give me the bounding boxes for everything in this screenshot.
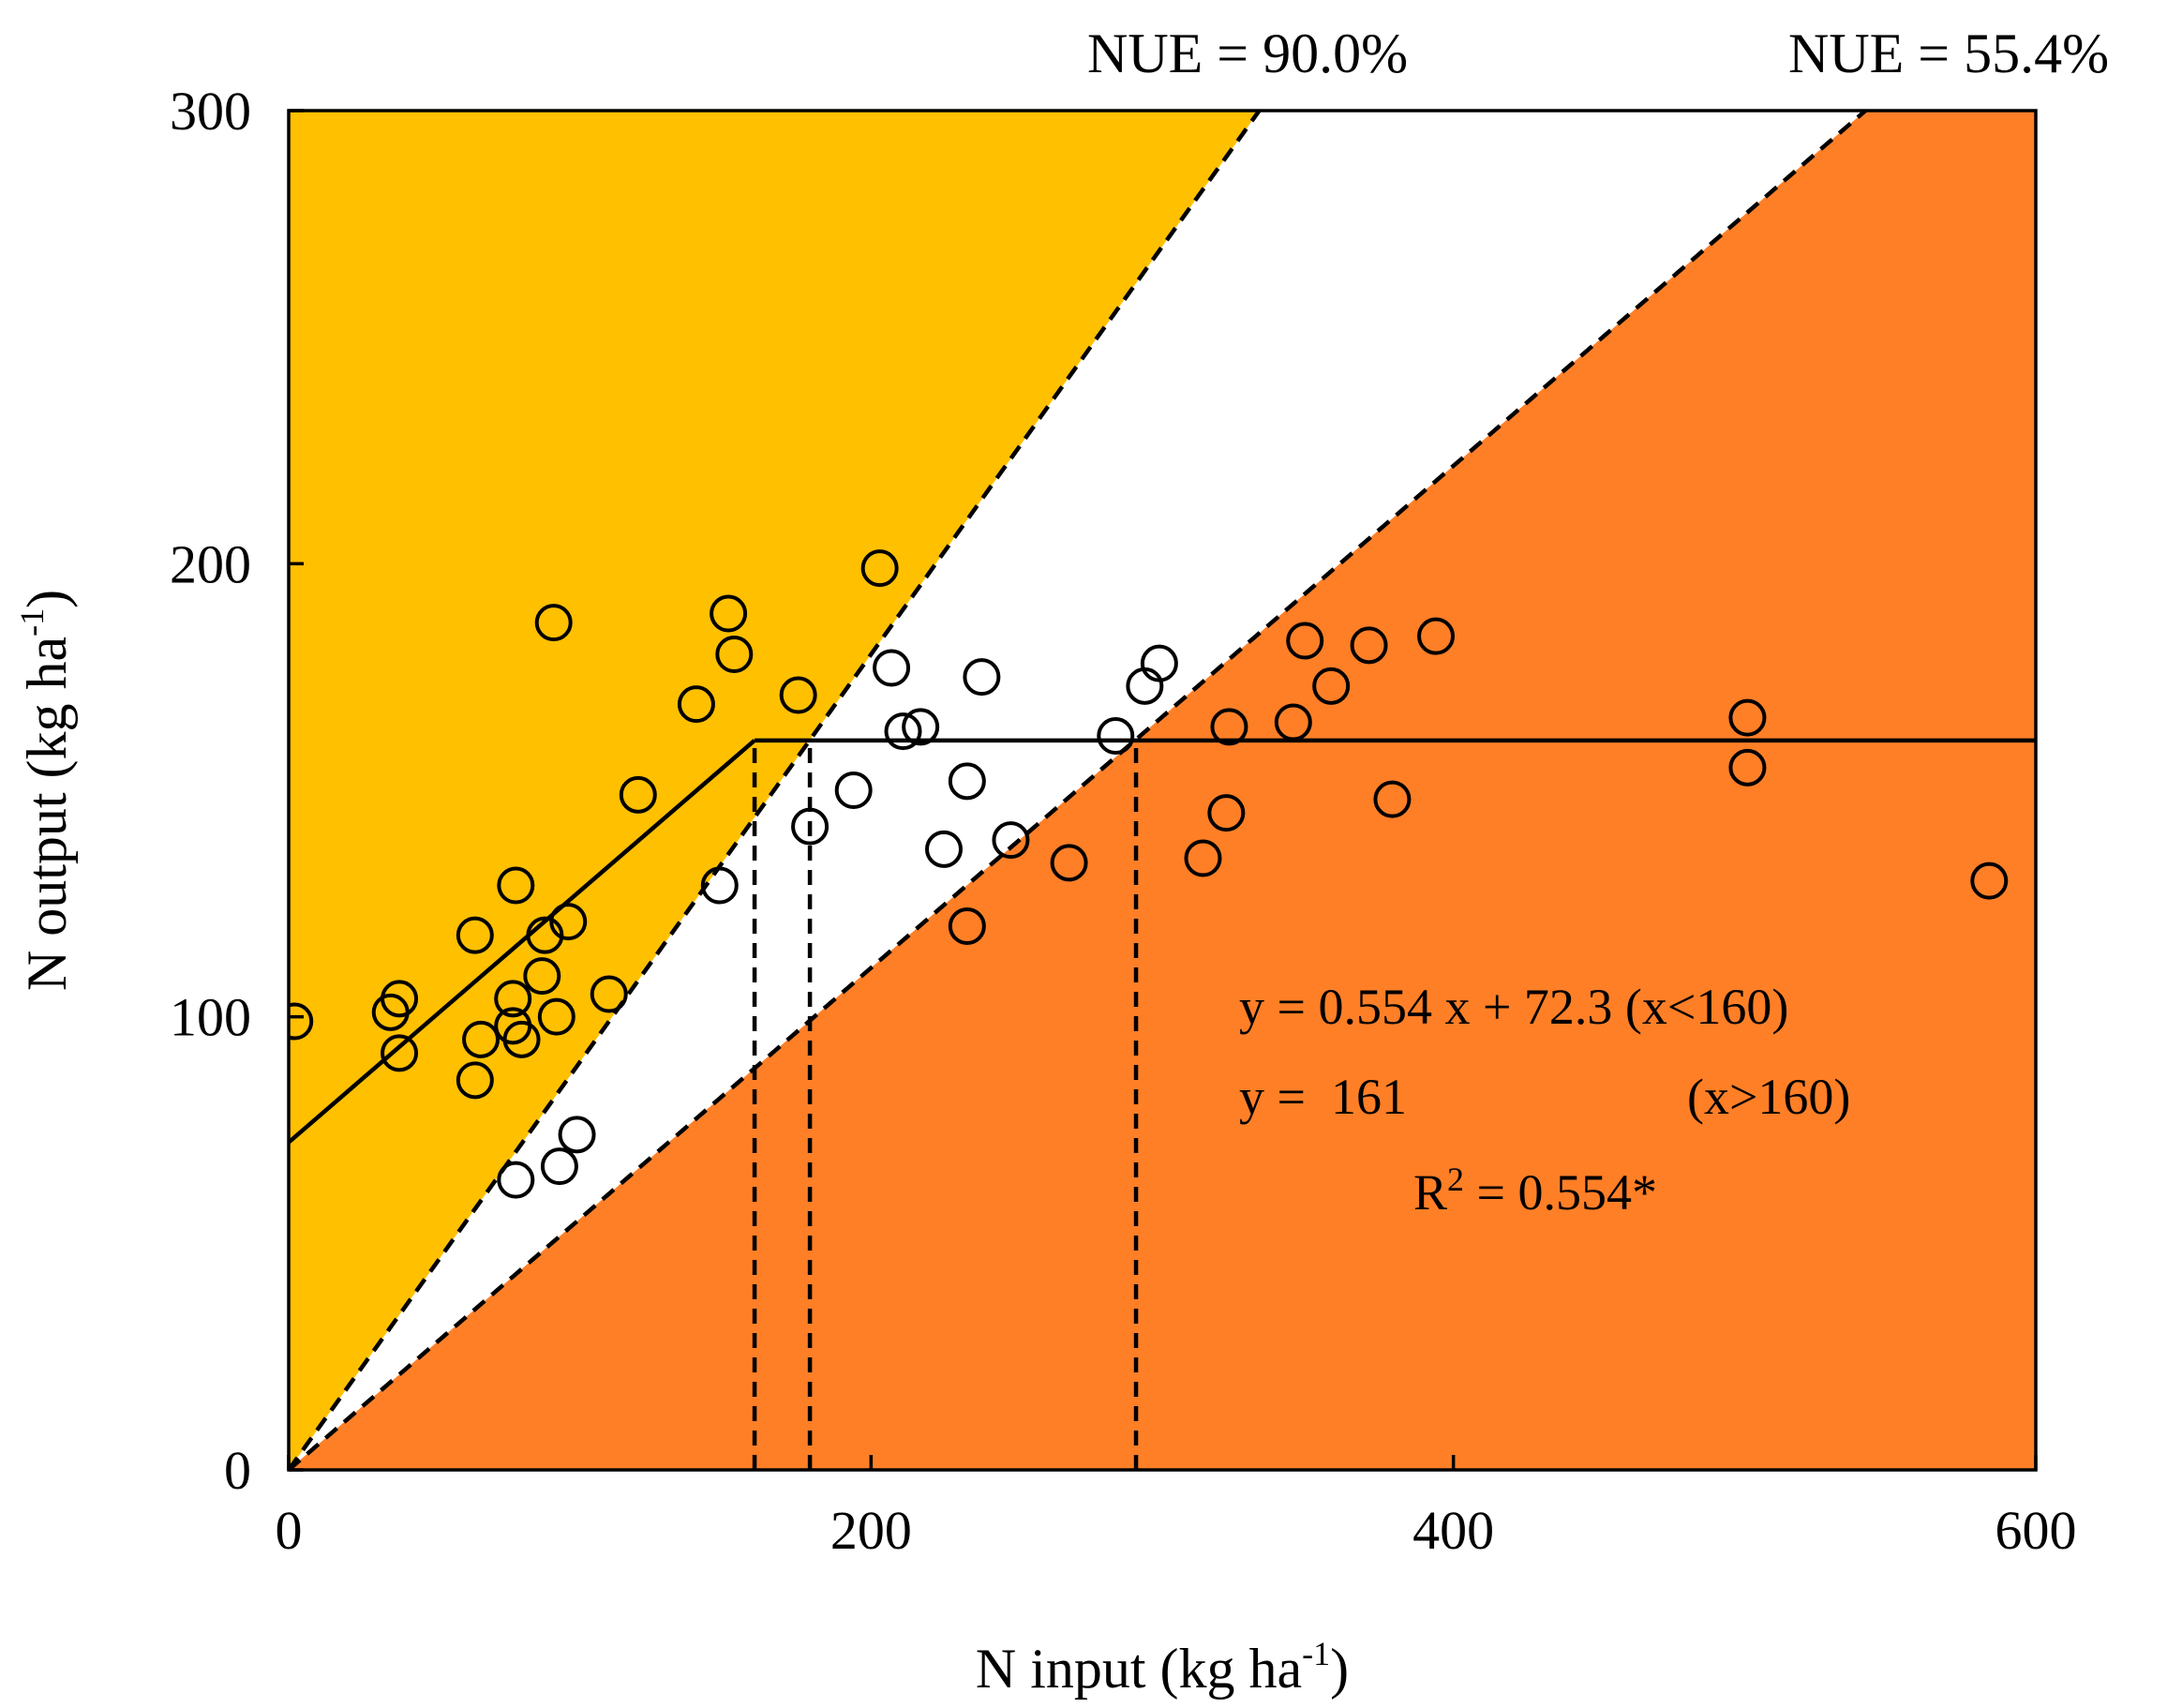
x-tick-label-1: 0 bbox=[276, 1500, 303, 1561]
x-tick-label-4: 600 bbox=[1995, 1500, 2077, 1561]
data-point-14 bbox=[534, 604, 573, 642]
data-point-36 bbox=[963, 658, 1001, 697]
plot-frame bbox=[287, 109, 2038, 1472]
data-point-18 bbox=[619, 775, 657, 814]
data-point-16 bbox=[549, 903, 588, 941]
data-point-38 bbox=[1050, 844, 1088, 882]
x-tick-label-3: 400 bbox=[1412, 1500, 1494, 1561]
data-point-42 bbox=[1184, 839, 1222, 877]
data-point-39 bbox=[1097, 717, 1135, 755]
fit-equation-linear: y = 0.554 x + 72.3 (x<160) bbox=[1239, 979, 1788, 1035]
data-point-26 bbox=[779, 676, 817, 714]
data-point-6 bbox=[456, 1061, 494, 1100]
data-point-8 bbox=[494, 980, 532, 1018]
data-point-33 bbox=[925, 830, 963, 868]
y-tick-label-2: 100 bbox=[170, 987, 251, 1048]
fit-line-linear-segment bbox=[289, 739, 756, 1145]
data-point-31 bbox=[884, 712, 922, 751]
nue-55-reference-line bbox=[289, 111, 1867, 1470]
nue-55-label: NUE = 55.4% bbox=[1788, 22, 2109, 84]
data-point-35 bbox=[948, 907, 986, 945]
data-point-22 bbox=[677, 685, 715, 724]
y-tick-label-4: 300 bbox=[170, 81, 251, 142]
data-point-12 bbox=[523, 957, 561, 996]
nue-90-reference-line bbox=[289, 111, 1262, 1470]
data-point-17 bbox=[590, 975, 628, 1013]
data-point-51 bbox=[1728, 698, 1767, 737]
data-point-47 bbox=[1312, 667, 1351, 705]
data-point-11 bbox=[502, 1020, 541, 1058]
data-point-3 bbox=[381, 980, 419, 1018]
data-point-49 bbox=[1373, 780, 1412, 818]
data-point-1 bbox=[289, 1002, 314, 1041]
y-tick-label-3: 200 bbox=[170, 533, 251, 594]
data-point-45 bbox=[1274, 703, 1312, 742]
data-point-29 bbox=[860, 549, 899, 588]
data-point-28 bbox=[834, 772, 873, 809]
y-tick-label-1: 0 bbox=[224, 1440, 251, 1501]
data-point-27 bbox=[791, 807, 829, 846]
data-point-19 bbox=[497, 1161, 535, 1199]
nue-90-label: NUE = 90.0% bbox=[1087, 22, 1408, 84]
data-point-4 bbox=[381, 1034, 419, 1072]
data-point-13 bbox=[526, 916, 564, 954]
data-point-7 bbox=[462, 1020, 501, 1058]
data-point-30 bbox=[873, 649, 911, 687]
data-point-50 bbox=[1417, 617, 1456, 655]
fit-r-squared: R2 = 0.554* bbox=[1413, 1161, 1657, 1221]
lower-nue-region bbox=[289, 111, 2036, 1470]
y-axis-label: N output (kg ha-1) bbox=[13, 590, 78, 991]
data-point-53 bbox=[1970, 861, 2009, 900]
data-point-9 bbox=[497, 866, 535, 905]
data-point-32 bbox=[902, 708, 940, 746]
data-point-21 bbox=[558, 1116, 596, 1154]
data-point-25 bbox=[715, 636, 754, 673]
axis-ticks bbox=[287, 109, 2038, 1472]
fit-equation-plateau-left: y = 161 bbox=[1239, 1069, 1407, 1125]
data-point-44 bbox=[1210, 708, 1248, 746]
x-tick-label-2: 200 bbox=[830, 1500, 912, 1561]
plot-area bbox=[289, 111, 2036, 1470]
data-point-48 bbox=[1350, 626, 1388, 665]
fit-equation-plateau-right: (x>160) bbox=[1687, 1069, 1850, 1125]
data-point-20 bbox=[540, 1147, 578, 1186]
data-point-46 bbox=[1286, 622, 1324, 660]
x-axis-label: N input (kg ha-1) bbox=[976, 1635, 1349, 1700]
data-point-41 bbox=[1140, 644, 1178, 682]
data-point-15 bbox=[537, 997, 575, 1036]
data-point-23 bbox=[700, 866, 739, 905]
data-point-43 bbox=[1207, 794, 1246, 832]
data-point-24 bbox=[710, 594, 748, 633]
data-point-5 bbox=[456, 916, 494, 954]
data-point-37 bbox=[992, 821, 1030, 860]
data-point-52 bbox=[1728, 748, 1767, 787]
data-points bbox=[289, 549, 2009, 1199]
data-point-34 bbox=[948, 762, 986, 801]
